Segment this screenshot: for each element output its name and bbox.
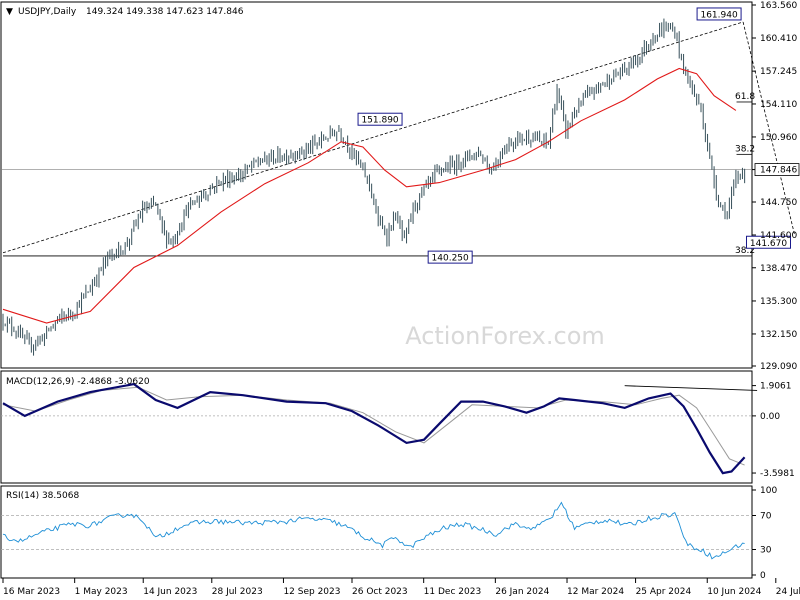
price-axis-label: 135.300 bbox=[760, 297, 797, 307]
macd-axis-label: 0.00 bbox=[760, 412, 780, 422]
price-panel bbox=[0, 1, 753, 369]
macd-axis-label: 1.9061 bbox=[760, 382, 792, 392]
rsi-axis-label: 30 bbox=[760, 546, 772, 556]
date-axis-label: 11 Dec 2023 bbox=[424, 587, 482, 597]
rsi-axis-label: 100 bbox=[760, 486, 777, 496]
date-axis-label: 24 Jul 2024 bbox=[776, 587, 800, 597]
date-axis-label: 26 Jan 2024 bbox=[495, 587, 549, 597]
ohlc-values: 149.324 149.338 147.623 147.846 bbox=[86, 7, 244, 17]
price-annotation-box bbox=[427, 250, 473, 264]
macd-line bbox=[2, 382, 746, 475]
rsi-axis-label: 0 bbox=[760, 571, 766, 581]
date-axis-label: 28 Jul 2023 bbox=[212, 587, 263, 597]
price-axis-label: 150.960 bbox=[760, 133, 797, 143]
macd-axis-label: -3.5981 bbox=[760, 469, 795, 479]
date-axis-label: 12 Mar 2024 bbox=[567, 587, 624, 597]
price-annotation-label: 141.670 bbox=[750, 239, 787, 249]
date-axis-label: 26 Oct 2023 bbox=[352, 587, 408, 597]
price-axis-label: 147.846 bbox=[760, 166, 797, 176]
price-axis-label: 132.150 bbox=[760, 330, 797, 340]
macd-series-group bbox=[1, 382, 758, 475]
watermark: ActionForex.com bbox=[405, 322, 605, 350]
trend-line bbox=[742, 21, 795, 235]
price-axis-label: 138.470 bbox=[760, 264, 797, 274]
date-axis-label: 12 Sep 2023 bbox=[283, 587, 340, 597]
price-axis-label: 141.600 bbox=[760, 231, 797, 241]
fib-level-label: 61.8 bbox=[735, 92, 755, 102]
rsi-title: RSI(14) 38.5068 bbox=[6, 491, 79, 501]
price-annotation-label: 140.250 bbox=[432, 254, 469, 264]
rsi-series-group bbox=[1, 501, 752, 560]
macd-divergence-line bbox=[624, 385, 758, 391]
macd-title: MACD(12,26,9) -2.4868 -3.0620 bbox=[6, 377, 150, 387]
price-annotation-label: 151.890 bbox=[361, 116, 398, 126]
price-axis-label: 129.090 bbox=[760, 362, 797, 372]
rsi-panel bbox=[0, 485, 753, 579]
price-axis-label: 157.245 bbox=[760, 67, 797, 77]
fib-level-label: 38.2 bbox=[735, 246, 755, 256]
header-arrow-icon: ▼ bbox=[6, 7, 13, 17]
price-axis-label: 154.110 bbox=[760, 100, 797, 110]
rsi-axis-label: 70 bbox=[760, 512, 772, 522]
fib-level-label: 38.2 bbox=[735, 144, 755, 154]
price-axis-label: 163.560 bbox=[760, 1, 797, 11]
price-annotation-box bbox=[357, 112, 403, 126]
date-axis-label: 25 Apr 2024 bbox=[636, 587, 692, 597]
macd-panel bbox=[0, 370, 753, 484]
price-series-group: 61.8 38.2 38.2 161.940 151.890 140.250 141.670 bbox=[1, 7, 795, 356]
date-axis-label: 1 May 2023 bbox=[75, 587, 128, 597]
current-price-box bbox=[754, 163, 800, 176]
price-axis-label: 144.750 bbox=[760, 198, 797, 208]
macd-signal-line bbox=[2, 386, 745, 466]
trend-line bbox=[2, 21, 744, 254]
price-annotation-box bbox=[745, 235, 791, 249]
price-axis-label: 160.410 bbox=[760, 34, 797, 44]
date-axis-label: 10 Jun 2024 bbox=[707, 587, 761, 597]
moving-average-line bbox=[2, 67, 737, 324]
price-annotation-box bbox=[696, 7, 742, 21]
rsi-line bbox=[2, 501, 745, 560]
price-annotation-label: 161.940 bbox=[700, 10, 737, 20]
date-axis-label: 14 Jun 2023 bbox=[143, 587, 197, 597]
symbol-label: USDJPY,Daily bbox=[18, 7, 77, 17]
date-axis-label: 16 Mar 2023 bbox=[3, 587, 60, 597]
